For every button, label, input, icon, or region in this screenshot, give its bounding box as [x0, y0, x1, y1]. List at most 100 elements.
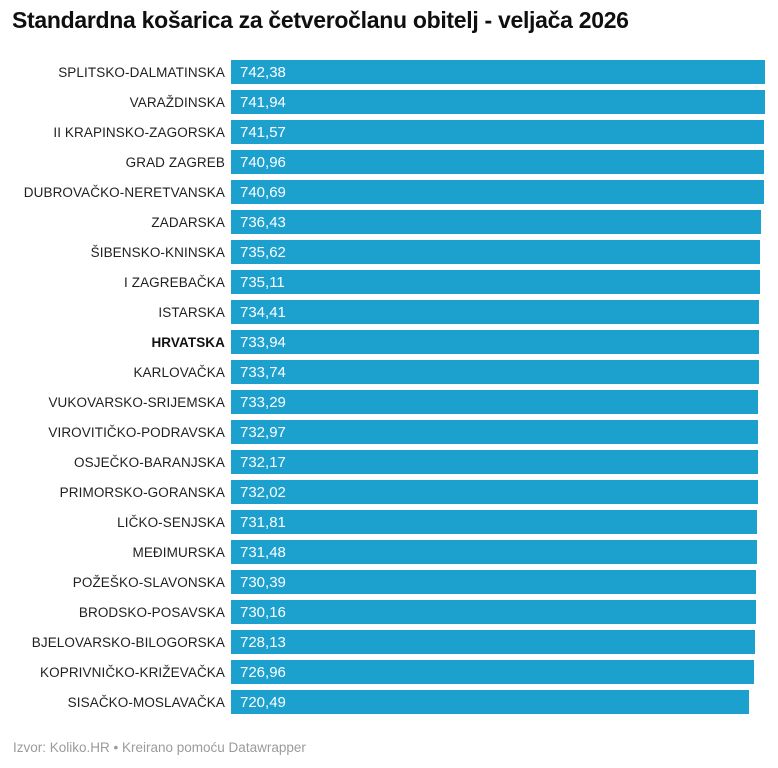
- chart-row: VARAŽDINSKA 741,94: [0, 87, 765, 117]
- bar-track: 731,48: [231, 540, 765, 564]
- value-bar: 732,97: [231, 420, 759, 444]
- bar-chart: SPLITSKO-DALMATINSKA 742,38 VARAŽDINSKA 741…: [0, 57, 765, 717]
- chart-row: ŠIBENSKO-KNINSKA 735,62: [0, 237, 765, 267]
- category-label: POŽEŠKO-SLAVONSKA: [72, 574, 225, 590]
- bar-track: 741,57: [231, 120, 765, 144]
- value-bar: 730,39: [231, 570, 757, 594]
- value-bar: 741,94: [231, 90, 765, 114]
- value-bar: 733,74: [231, 360, 759, 384]
- category-label: SPLITSKO-DALMATINSKA: [58, 64, 225, 80]
- bar-track: 730,16: [231, 600, 765, 624]
- value-label: 731,81: [240, 513, 286, 531]
- category-label: OSJEČKO-BARANJSKA: [74, 454, 225, 470]
- chart-row: BJELOVARSKO-BILOGORSKA 728,13: [0, 627, 765, 657]
- bar-track: 734,41: [231, 300, 765, 324]
- chart-footer: Izvor: Koliko.HR • Kreirano pomoću Dataw…: [13, 740, 306, 755]
- chart-row: II KRAPINSKO-ZAGORSKA 741,57: [0, 117, 765, 147]
- chart-row: KOPRIVNIČKO-KRIŽEVAČKA 726,96: [0, 657, 765, 687]
- category-label: VUKOVARSKO-SRIJEMSKA: [48, 394, 225, 410]
- value-label: 733,74: [240, 363, 286, 381]
- value-label: 736,43: [240, 213, 286, 231]
- bar-track: 740,69: [231, 180, 765, 204]
- value-bar: 732,02: [231, 480, 758, 504]
- chart-row: HRVATSKA 733,94: [0, 327, 765, 357]
- value-bar: 731,81: [231, 510, 758, 534]
- chart-row: ZADARSKA 736,43: [0, 207, 765, 237]
- bar-track: 732,02: [231, 480, 765, 504]
- value-bar: 734,41: [231, 300, 760, 324]
- value-label: 741,94: [240, 93, 286, 111]
- bar-track: 736,43: [231, 210, 765, 234]
- category-label: KARLOVAČKA: [133, 364, 225, 380]
- value-bar: 736,43: [231, 210, 761, 234]
- value-bar: 741,57: [231, 120, 765, 144]
- bar-track: 733,94: [231, 330, 765, 354]
- value-bar: 728,13: [231, 630, 755, 654]
- value-label: 728,13: [240, 633, 286, 651]
- value-label: 720,49: [240, 693, 286, 711]
- value-label: 733,94: [240, 333, 286, 351]
- category-label: VARAŽDINSKA: [129, 94, 225, 110]
- chart-row: OSJEČKO-BARANJSKA 732,17: [0, 447, 765, 477]
- category-label: ZADARSKA: [151, 214, 225, 230]
- chart-row: PRIMORSKO-GORANSKA 732,02: [0, 477, 765, 507]
- value-label: 726,96: [240, 663, 286, 681]
- value-label: 730,16: [240, 603, 286, 621]
- category-label: GRAD ZAGREB: [125, 154, 225, 170]
- chart-row: DUBROVAČKO-NERETVANSKA 740,69: [0, 177, 765, 207]
- chart-row: MEĐIMURSKA 731,48: [0, 537, 765, 567]
- value-bar: 740,69: [231, 180, 764, 204]
- bar-track: 741,94: [231, 90, 765, 114]
- bar-track: 732,97: [231, 420, 765, 444]
- category-label: SISAČKO-MOSLAVAČKA: [67, 694, 225, 710]
- chart-row: BRODSKO-POSAVSKA 730,16: [0, 597, 765, 627]
- category-label: II KRAPINSKO-ZAGORSKA: [53, 124, 225, 140]
- bar-track: 720,49: [231, 690, 765, 714]
- chart-row: LIČKO-SENJSKA 731,81: [0, 507, 765, 537]
- chart-row: POŽEŠKO-SLAVONSKA 730,39: [0, 567, 765, 597]
- chart-title: Standardna košarica za četveročlanu obit…: [12, 7, 629, 33]
- value-bar: 731,48: [231, 540, 758, 564]
- chart-row: SPLITSKO-DALMATINSKA 742,38: [0, 57, 765, 87]
- bar-track: 742,38: [231, 60, 765, 84]
- category-label: PRIMORSKO-GORANSKA: [59, 484, 225, 500]
- value-label: 732,02: [240, 483, 286, 501]
- value-label: 734,41: [240, 303, 286, 321]
- value-label: 740,69: [240, 183, 286, 201]
- value-bar: 730,16: [231, 600, 757, 624]
- chart-row: VUKOVARSKO-SRIJEMSKA 733,29: [0, 387, 765, 417]
- value-label: 735,62: [240, 243, 286, 261]
- value-bar: 735,11: [231, 270, 760, 294]
- value-bar: 733,94: [231, 330, 759, 354]
- value-label: 732,97: [240, 423, 286, 441]
- category-label: DUBROVAČKO-NERETVANSKA: [23, 184, 225, 200]
- category-label: LIČKO-SENJSKA: [117, 514, 225, 530]
- chart-row: ISTARSKA 734,41: [0, 297, 765, 327]
- chart-row: SISAČKO-MOSLAVAČKA 720,49: [0, 687, 765, 717]
- value-label: 730,39: [240, 573, 286, 591]
- bar-track: 726,96: [231, 660, 765, 684]
- category-label: BJELOVARSKO-BILOGORSKA: [31, 634, 225, 650]
- value-label: 735,11: [240, 273, 285, 291]
- value-label: 742,38: [240, 63, 286, 81]
- value-bar: 740,96: [231, 150, 764, 174]
- category-label: BRODSKO-POSAVSKA: [78, 604, 225, 620]
- bar-track: 732,17: [231, 450, 765, 474]
- chart-row: I ZAGREBAČKA 735,11: [0, 267, 765, 297]
- value-label: 732,17: [240, 453, 286, 471]
- category-label: MEĐIMURSKA: [132, 544, 225, 560]
- bar-track: 728,13: [231, 630, 765, 654]
- value-bar: 733,29: [231, 390, 759, 414]
- value-label: 731,48: [240, 543, 286, 561]
- bar-track: 731,81: [231, 510, 765, 534]
- chart-row: KARLOVAČKA 733,74: [0, 357, 765, 387]
- bar-track: 733,29: [231, 390, 765, 414]
- category-label: HRVATSKA: [151, 334, 225, 350]
- chart-row: VIROVITIČKO-PODRAVSKA 732,97: [0, 417, 765, 447]
- value-bar: 726,96: [231, 660, 754, 684]
- bar-track: 740,96: [231, 150, 765, 174]
- bar-track: 730,39: [231, 570, 765, 594]
- value-label: 740,96: [240, 153, 286, 171]
- category-label: ŠIBENSKO-KNINSKA: [90, 244, 225, 260]
- bar-track: 735,62: [231, 240, 765, 264]
